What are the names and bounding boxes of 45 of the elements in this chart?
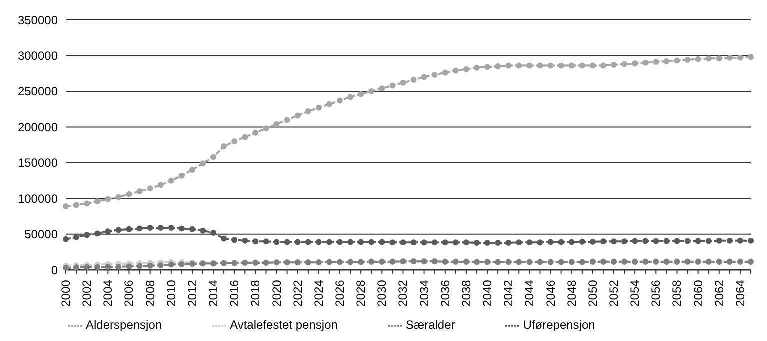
x-tick-label: 2008: [143, 280, 158, 307]
y-tick-label: 300000: [18, 49, 58, 63]
x-tick-label: 2032: [396, 280, 410, 307]
x-tick-label: 2018: [248, 280, 263, 307]
x-tick-label: 2000: [59, 280, 73, 307]
x-tick-label: 2062: [712, 280, 726, 307]
x-tick-label: 2042: [502, 280, 516, 307]
x-tick-label: 2046: [544, 280, 558, 307]
x-tick-label: 2052: [607, 280, 621, 307]
legend-label: Avtalefestet pensjon: [230, 318, 338, 332]
x-tick-label: 2060: [691, 280, 706, 307]
x-tick-label: 2064: [733, 280, 748, 307]
x-tick-label: 2014: [206, 280, 221, 307]
x-tick-label: 2036: [438, 280, 452, 307]
y-tick-label: 350000: [18, 13, 58, 28]
legend-label: Særalder: [406, 318, 456, 332]
y-tick-label: 150000: [18, 156, 58, 170]
x-tick-label: 2038: [459, 280, 474, 307]
x-tick-label: 2026: [333, 280, 347, 307]
x-tick-label: 2040: [480, 280, 495, 307]
x-tick-label: 2056: [649, 280, 664, 307]
y-tick-label: 100000: [18, 192, 58, 206]
x-tick-label: 2002: [80, 280, 94, 307]
x-tick-label: 2034: [417, 280, 432, 307]
x-tick-label: 2030: [375, 280, 390, 307]
x-tick-label: 2028: [354, 280, 368, 307]
x-tick-label: 2022: [290, 280, 305, 307]
x-tick-label: 2024: [312, 280, 326, 307]
y-tick-label: 50000: [24, 228, 58, 242]
x-tick-label: 2048: [564, 280, 579, 307]
legend-label: Alderspensjon: [86, 318, 162, 332]
legend-label: Uførepensjon: [523, 318, 596, 332]
x-tick-label: 2004: [101, 280, 116, 307]
x-tick-label: 2010: [164, 280, 178, 307]
x-tick-label: 2054: [628, 280, 642, 307]
x-tick-label: 2058: [670, 280, 684, 307]
x-tick-label: 2012: [185, 280, 200, 307]
x-tick-label: 2016: [228, 280, 242, 307]
x-tick-label: 2050: [586, 280, 600, 307]
y-tick-label: 0: [51, 263, 58, 278]
x-tick-label: 2044: [522, 280, 537, 307]
y-tick-label: 200000: [18, 120, 58, 134]
x-tick-label: 2006: [122, 280, 136, 307]
y-tick-label: 250000: [18, 84, 58, 99]
x-tick-label: 2020: [270, 280, 284, 307]
